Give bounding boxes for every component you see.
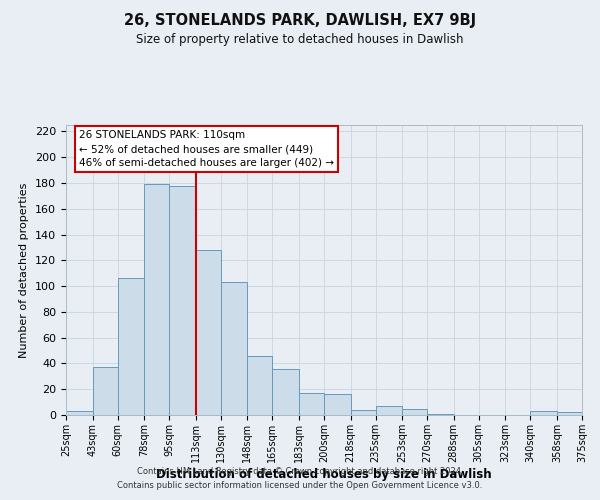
Bar (557, 412, 582, 415)
Bar (118, 278, 144, 415)
Bar (92, 368, 118, 415)
X-axis label: Distribution of detached houses by size in Dawlish: Distribution of detached houses by size … (156, 468, 492, 480)
Text: Contains public sector information licensed under the Open Government Licence v3: Contains public sector information licen… (118, 481, 482, 490)
Bar (402, 408, 427, 415)
Bar (196, 250, 221, 415)
Y-axis label: Number of detached properties: Number of detached properties (19, 182, 29, 358)
Text: Size of property relative to detached houses in Dawlish: Size of property relative to detached ho… (136, 32, 464, 46)
Bar (221, 282, 247, 415)
Bar (582, 412, 600, 415)
Text: Contains HM Land Registry data © Crown copyright and database right 2024.: Contains HM Land Registry data © Crown c… (137, 467, 463, 476)
Bar (376, 406, 402, 415)
Bar (272, 368, 299, 415)
Bar (427, 414, 454, 415)
Bar (324, 394, 350, 415)
Bar (530, 411, 557, 415)
Text: 26, STONELANDS PARK, DAWLISH, EX7 9BJ: 26, STONELANDS PARK, DAWLISH, EX7 9BJ (124, 12, 476, 28)
Bar (247, 356, 272, 415)
Bar (169, 186, 196, 415)
Bar (66, 411, 92, 415)
Bar (144, 184, 169, 415)
Text: 26 STONELANDS PARK: 110sqm
← 52% of detached houses are smaller (449)
46% of sem: 26 STONELANDS PARK: 110sqm ← 52% of deta… (79, 130, 334, 168)
Bar (299, 393, 324, 415)
Bar (350, 410, 376, 415)
